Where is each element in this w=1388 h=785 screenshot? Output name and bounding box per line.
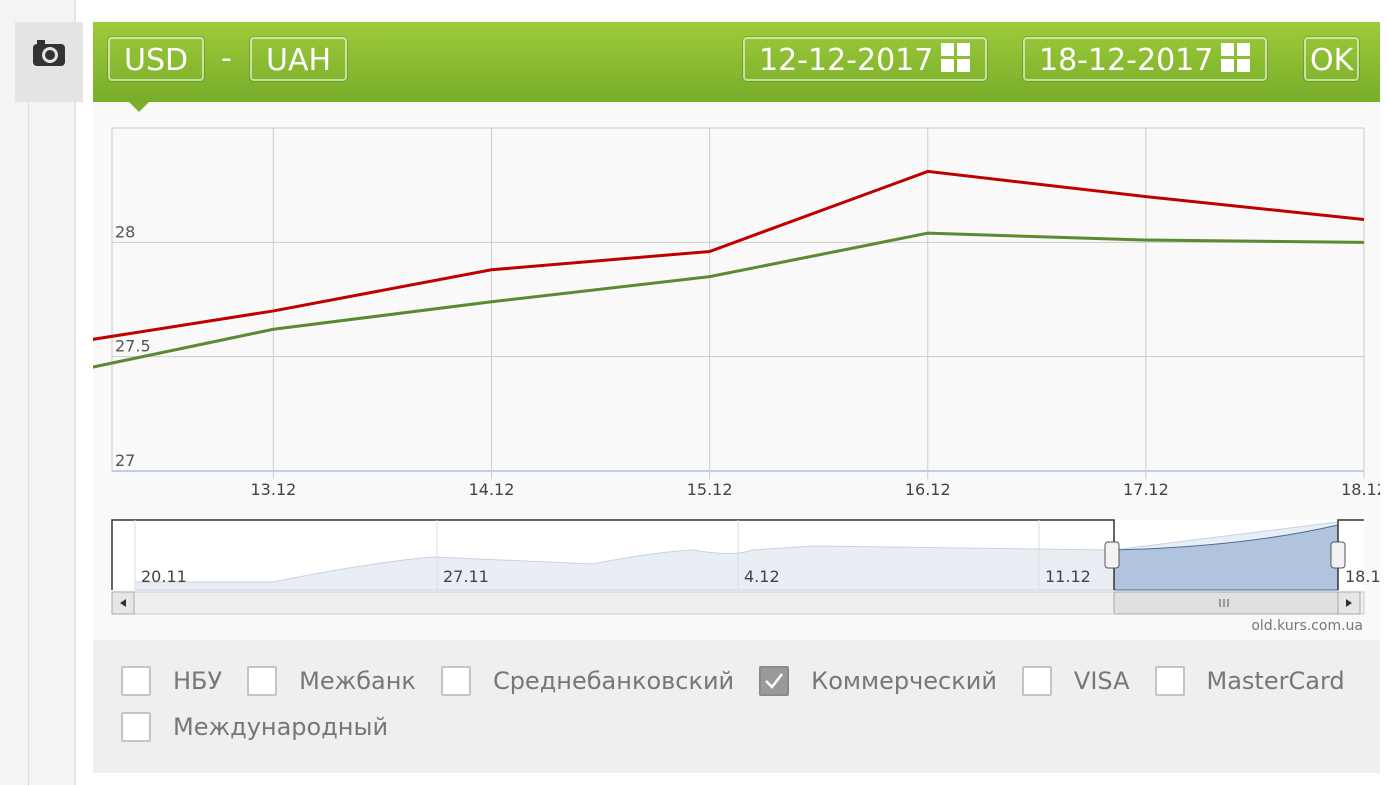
navigator <box>111 519 1365 615</box>
source-checkbox[interactable]: Межбанк <box>247 664 416 698</box>
separator: - <box>221 41 232 76</box>
toolbar: USD - UAH 12-12-2017 18-12-2017 OK <box>93 22 1380 102</box>
checkbox-label: НБУ <box>173 667 223 695</box>
checkbox-box[interactable] <box>440 666 471 696</box>
date-to[interactable]: 18-12-2017 <box>1023 37 1268 81</box>
sidebar <box>0 0 76 785</box>
checkbox-box[interactable] <box>121 666 151 696</box>
y-tick-label: 27.5 <box>115 337 151 356</box>
checkbox-label: VISA <box>1073 667 1130 695</box>
checkbox-box[interactable] <box>121 712 151 742</box>
checkbox-box[interactable] <box>1154 666 1185 696</box>
navigator-label: 20.11 <box>141 567 187 586</box>
camera-icon <box>33 40 65 66</box>
source-checkbox[interactable]: MasterCard <box>1154 664 1345 698</box>
source-panel: НБУ Межбанк Среднебанковский Коммерческий VI… <box>93 640 1380 773</box>
checkbox-label: MasterCard <box>1206 667 1345 695</box>
checkmark <box>765 673 784 689</box>
to-currency[interactable]: UAH <box>250 37 348 81</box>
x-tick-label: 18.12 <box>1341 480 1380 499</box>
navigator-area <box>134 521 1339 591</box>
toolbar-pointer <box>129 102 149 112</box>
navigator-handle[interactable] <box>1330 541 1346 569</box>
navigator-label: 18.1 <box>1345 567 1380 586</box>
from-currency[interactable]: USD <box>108 37 205 81</box>
camera-button[interactable] <box>15 22 83 102</box>
navigator-label: 27.11 <box>443 567 489 586</box>
navigator-label: 4.12 <box>744 567 780 586</box>
date-from[interactable]: 12-12-2017 <box>743 37 988 81</box>
x-tick-label: 17.12 <box>1123 480 1169 499</box>
source-checkbox[interactable]: Коммерческий <box>759 664 997 698</box>
x-tick-label: 14.12 <box>469 480 515 499</box>
calendar-icon <box>1221 43 1251 72</box>
checkbox-label: Коммерческий <box>811 667 997 695</box>
checkbox-box[interactable] <box>759 666 790 696</box>
date-to-text: 18-12-2017 <box>1039 43 1214 78</box>
navigator-label: 11.12 <box>1045 567 1091 586</box>
checkbox-label: Среднебанковский <box>492 667 735 695</box>
checkbox-box[interactable] <box>1021 666 1052 696</box>
scrollbar-thumb[interactable] <box>1113 591 1339 615</box>
chart: 27 27.5 28 13.12 14.12 15.12 16.12 17.12 18.12 o… <box>93 102 1380 640</box>
source-checkbox[interactable]: НБУ <box>121 664 222 698</box>
source-checkbox[interactable]: Международный <box>121 710 388 744</box>
source-checkbox[interactable]: Среднебанковский <box>440 664 735 698</box>
series-line <box>93 169 1365 341</box>
series-line <box>93 231 1365 369</box>
checkbox-label: Международный <box>173 713 389 741</box>
calendar-icon <box>941 43 971 72</box>
x-tick-label: 16.12 <box>905 480 951 499</box>
y-tick-label: 27 <box>115 451 135 470</box>
checkbox-box[interactable] <box>247 666 278 696</box>
y-tick-label: 28 <box>115 222 135 241</box>
watermark: old.kurs.com.ua <box>1251 618 1363 634</box>
x-tick-label: 13.12 <box>251 480 297 499</box>
source-checkbox[interactable]: VISA <box>1021 664 1130 698</box>
date-from-text: 12-12-2017 <box>759 43 934 78</box>
navigator-handle[interactable] <box>1104 541 1120 569</box>
checkbox-label: Межбанк <box>299 667 416 695</box>
ok-button[interactable]: OK <box>1304 37 1360 81</box>
x-tick-label: 15.12 <box>687 480 733 499</box>
